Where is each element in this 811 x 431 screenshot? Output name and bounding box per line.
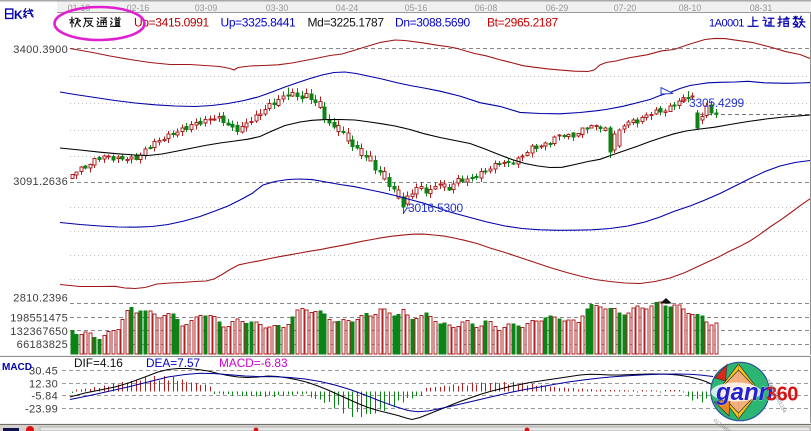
svg-text:3305.4299: 3305.4299 xyxy=(689,96,744,110)
svg-text:198551475: 198551475 xyxy=(10,312,68,324)
svg-text:132367650: 132367650 xyxy=(10,326,68,338)
svg-text:1A0001: 1A0001 xyxy=(709,18,744,30)
svg-text:3016.5300: 3016.5300 xyxy=(408,201,463,215)
svg-text:3400.3900: 3400.3900 xyxy=(13,44,68,56)
svg-text:30.45: 30.45 xyxy=(29,365,58,377)
svg-text:Up=3415.0991: Up=3415.0991 xyxy=(134,16,210,30)
svg-text:Md=3225.1787: Md=3225.1787 xyxy=(308,16,385,30)
svg-text:Up=3325.8441: Up=3325.8441 xyxy=(221,16,297,30)
svg-text:06-08: 06-08 xyxy=(475,3,498,13)
svg-text:3091.2636: 3091.2636 xyxy=(13,176,68,188)
svg-text:MACD=-6.83: MACD=-6.83 xyxy=(219,356,288,370)
svg-text:MACD: MACD xyxy=(2,362,32,373)
svg-text:K: K xyxy=(14,8,23,22)
svg-text:03-09: 03-09 xyxy=(195,3,218,13)
svg-text:12.30: 12.30 xyxy=(29,378,58,390)
svg-text:DIF=4.16: DIF=4.16 xyxy=(74,356,123,370)
svg-text:DEA=7.57: DEA=7.57 xyxy=(146,356,200,370)
svg-text:Bt=2965.2187: Bt=2965.2187 xyxy=(487,16,559,30)
svg-text:08-10: 08-10 xyxy=(679,3,702,13)
svg-text:Dn=3088.5690: Dn=3088.5690 xyxy=(395,16,471,30)
svg-text:02-16: 02-16 xyxy=(127,3,150,13)
svg-text:gann: gann xyxy=(715,379,773,406)
svg-text:-23.99: -23.99 xyxy=(25,403,58,415)
svg-text:04-24: 04-24 xyxy=(336,3,359,13)
svg-text:360: 360 xyxy=(766,384,798,406)
svg-text:66183825: 66183825 xyxy=(17,339,68,351)
svg-text:03-30: 03-30 xyxy=(266,3,289,13)
svg-text:08-31: 08-31 xyxy=(750,3,773,13)
svg-text:05-16: 05-16 xyxy=(405,3,428,13)
svg-text:06-29: 06-29 xyxy=(546,3,569,13)
svg-text:2810.2396: 2810.2396 xyxy=(13,292,68,304)
svg-text:07-20: 07-20 xyxy=(614,3,637,13)
svg-text:-5.84: -5.84 xyxy=(31,390,58,402)
